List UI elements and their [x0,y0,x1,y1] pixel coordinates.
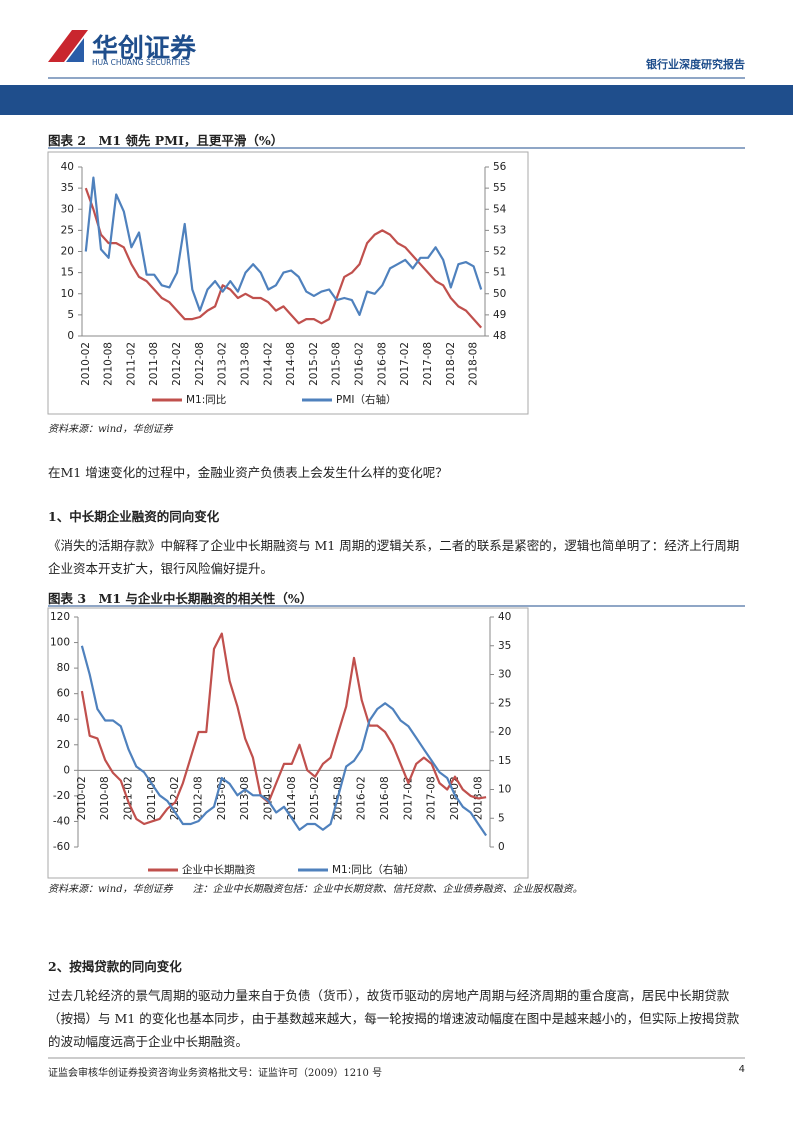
source: 资料来源：wind，华创证券 注：企业中长期融资包括：企业中长期贷款、信托贷款、… [48,884,583,895]
x-tick-label: 2018-02 [445,342,457,386]
x-tick-label: 2017-08 [422,342,434,386]
chart-title: 图表 3 M1 与企业中长期融资的相关性（%） [48,591,313,606]
y-tick-label: 20 [57,739,70,751]
x-tick-label: 2014-08 [286,776,298,820]
y-tick-label: 10 [61,288,74,300]
y2-tick-label: 54 [493,203,507,215]
y-tick-label: 100 [50,637,70,649]
y-tick-label: 5 [67,309,74,321]
x-tick-label: 2014-02 [262,342,274,386]
paragraph: 过去几轮经济的景气周期的驱动力量来自于负债（货币），故货币驱动的房地产周期与经济… [48,988,740,1049]
y-tick-label: 80 [57,662,70,674]
y2-tick-label: 50 [493,288,506,300]
x-tick-label: 2015-02 [308,342,320,386]
y2-tick-label: 49 [493,309,506,321]
series-line [80,632,487,826]
legend-label: M1:同比 [186,393,226,406]
series-line [84,176,483,316]
y2-tick-label: 40 [498,611,511,623]
legend-label: M1:同比（右轴） [332,863,414,876]
y2-tick-label: 5 [498,812,505,824]
y-tick-label: 40 [61,161,74,173]
heading: 2、按揭贷款的同向变化 [48,959,182,974]
source: 资料来源：wind，华创证券 [48,424,173,435]
y2-tick-label: 0 [498,841,505,853]
y-tick-label: -20 [53,790,70,802]
x-tick-label: 2013-02 [217,342,229,386]
brand-en: HUA CHUANG SECURITIES [92,58,190,67]
paragraph: 《消失的活期存款》中解释了企业中长期融资与 M1 周期的逻辑关系，二者的联系是紧… [48,538,740,576]
y2-tick-label: 53 [493,224,506,236]
x-tick-label: 2013-02 [216,776,228,820]
heading: 1、中长期企业融资的同向变化 [48,509,220,524]
x-tick-label: 2017-08 [426,776,438,820]
y2-tick-label: 52 [493,246,506,258]
chart-frame [47,607,529,879]
x-tick-label: 2016-08 [376,342,388,386]
y2-tick-label: 51 [493,267,506,279]
paragraph: 在M1 增速变化的过程中，金融业资产负债表上会发生什么样的变化呢？ [48,465,448,480]
y-tick-label: 25 [61,224,74,236]
x-tick-label: 2015-08 [331,342,343,386]
y-tick-label: 30 [61,203,74,215]
brand: 华创证券 [92,34,197,64]
y2-tick-label: 30 [498,669,511,681]
logo-red [48,30,88,62]
x-tick-label: 2013-08 [239,776,251,820]
x-tick-label: 2016-08 [379,776,391,820]
y2-tick-label: 25 [498,697,511,709]
x-tick-label: 2011-08 [148,342,160,386]
y2-tick-label: 15 [498,755,511,767]
x-tick-label: 2010-08 [103,342,115,386]
header-bar [0,85,793,115]
x-tick-label: 2010-08 [99,776,111,820]
x-tick-label: 2014-02 [262,776,274,820]
y-tick-label: 120 [50,611,70,623]
y2-tick-label: 20 [498,726,511,738]
series-line [84,187,483,329]
x-tick-label: 2012-02 [171,342,183,386]
x-tick-label: 2014-08 [285,342,297,386]
y-tick-label: 0 [63,764,70,776]
y2-tick-label: 55 [493,182,506,194]
x-tick-label: 2010-02 [80,342,92,386]
y-tick-label: -40 [53,815,70,827]
y2-tick-label: 56 [493,161,507,173]
x-tick-label: 2016-02 [356,776,368,820]
legend-label: PMI（右轴） [336,393,397,406]
logo-blue [66,38,84,62]
footer-text: 证监会审核华创证券投资咨询业务资格批文号：证监许可（2009）1210 号 [48,1068,383,1079]
x-tick-label: 2017-02 [399,342,411,386]
y-tick-label: 15 [61,267,74,279]
x-tick-label: 2015-02 [309,776,321,820]
y-tick-label: -60 [53,841,70,853]
y-tick-label: 40 [57,713,70,725]
x-tick-label: 2012-08 [192,776,204,820]
chart-frame [47,151,529,415]
y-tick-label: 20 [61,246,74,258]
x-tick-label: 2011-02 [125,342,137,386]
x-tick-label: 2010-02 [76,776,88,820]
y2-tick-label: 10 [498,784,511,796]
x-tick-label: 2012-08 [194,342,206,386]
chart-title: 图表 2 M1 领先 PMI，且更平滑（%） [48,133,284,148]
legend-label: 企业中长期融资 [182,863,256,876]
y-tick-label: 35 [61,182,74,194]
y2-tick-label: 48 [493,330,506,342]
x-tick-label: 2016-02 [354,342,366,386]
x-tick-label: 2013-08 [239,342,251,386]
y2-tick-label: 35 [498,640,511,652]
report-type: 银行业深度研究报告 [646,58,745,71]
page-number: 4 [738,1064,745,1075]
y-tick-label: 60 [57,688,70,700]
series-line [80,645,488,837]
y-tick-label: 0 [67,330,74,342]
x-tick-label: 2018-08 [468,342,480,386]
x-tick-label: 2017-02 [402,776,414,820]
